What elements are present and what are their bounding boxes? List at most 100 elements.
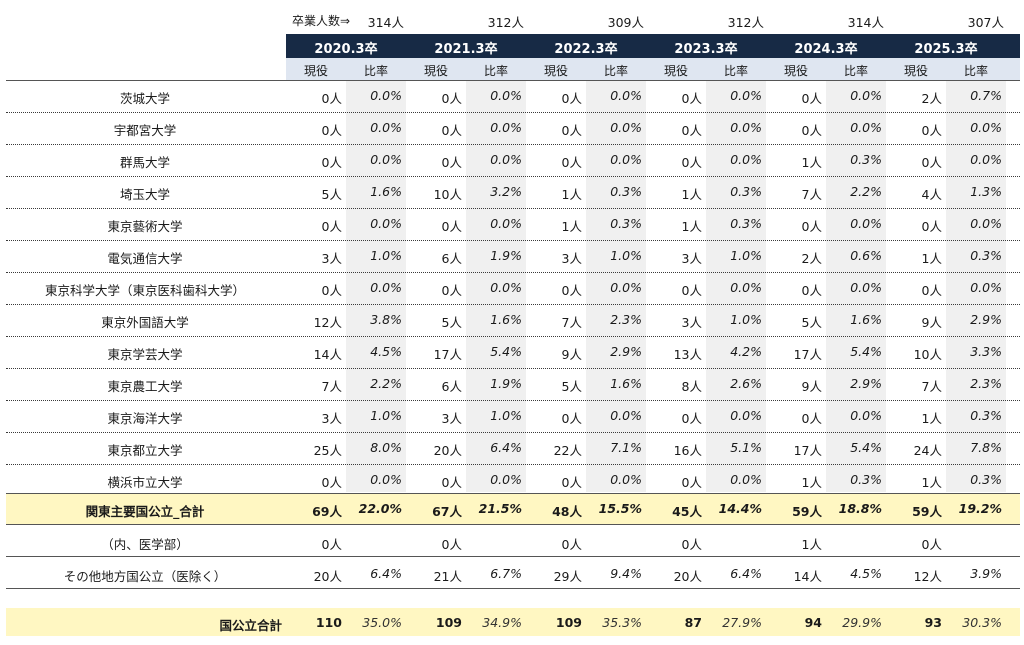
ratio-value: 3.9% (970, 566, 1002, 581)
sub-genyaku: 現役 (543, 64, 568, 78)
sub-ratio: 比率 (723, 64, 748, 78)
count-value: 6人 (441, 379, 462, 394)
count-value: 25人 (313, 443, 342, 458)
count-value: 0人 (441, 155, 462, 170)
ratio-value: 0.0% (730, 280, 762, 295)
grad-count-label: 卒業人数⇒ (291, 14, 350, 28)
ratio-value: 0.3% (970, 472, 1002, 487)
count-value: 20人 (673, 569, 702, 584)
count-value: 12人 (913, 569, 942, 584)
ratio-value: 0.0% (610, 408, 642, 423)
ratio-value: 2.9% (970, 312, 1002, 327)
grad-count: 312人 (727, 15, 764, 30)
total-count: 109 (435, 615, 462, 630)
count-value: 1人 (921, 411, 942, 426)
university-name: 東京農工大学 (107, 379, 183, 394)
ratio-value: 6.4% (490, 440, 522, 455)
ratio-value: 1.6% (370, 184, 402, 199)
ratio-value: 0.0% (370, 216, 402, 231)
year-header: 2022.3卒 (554, 42, 618, 57)
count-value: 0人 (921, 219, 942, 234)
count-value: 0人 (441, 537, 462, 552)
grad-count: 314人 (847, 15, 884, 30)
count-value: 1人 (801, 155, 822, 170)
count-value: 0人 (321, 283, 342, 298)
count-value: 0人 (321, 155, 342, 170)
subheader-band (286, 58, 1020, 80)
ratio-value: 4.5% (370, 344, 402, 359)
count-value: 7人 (921, 379, 942, 394)
count-value: 69人 (312, 504, 342, 519)
count-value: 0人 (321, 91, 342, 106)
count-value: 48人 (552, 504, 582, 519)
ratio-value: 3.2% (490, 184, 522, 199)
count-value: 0人 (801, 91, 822, 106)
ratio-value: 0.0% (610, 88, 642, 103)
ratio-value: 0.0% (490, 472, 522, 487)
ratio-value: 0.3% (850, 472, 882, 487)
count-value: 1人 (801, 475, 822, 490)
count-value: 17人 (793, 443, 822, 458)
ratio-value: 0.0% (970, 216, 1002, 231)
ratio-value: 0.0% (730, 152, 762, 167)
count-value: 0人 (681, 123, 702, 138)
ratio-value: 0.3% (970, 248, 1002, 263)
ratio-value: 6.7% (490, 566, 522, 581)
row-divider (6, 144, 1020, 145)
year-header: 2025.3卒 (914, 42, 978, 57)
ratio-value: 2.9% (610, 344, 642, 359)
ratio-value: 9.4% (610, 566, 642, 581)
ratio-value: 0.0% (850, 216, 882, 231)
ratio-value: 21.5% (478, 501, 522, 516)
count-value: 59人 (912, 504, 942, 519)
ratio-value: 8.0% (370, 440, 402, 455)
ratio-value: 0.3% (730, 216, 762, 231)
count-value: 67人 (432, 504, 462, 519)
row-divider (6, 112, 1020, 113)
total-count: 93 (924, 615, 942, 630)
ratio-value: 0.0% (490, 280, 522, 295)
ratio-value: 2.2% (370, 376, 402, 391)
count-value: 1人 (921, 475, 942, 490)
ratio-value: 1.6% (610, 376, 642, 391)
count-value: 14人 (793, 569, 822, 584)
count-value: 0人 (441, 91, 462, 106)
subtotal-label: 関東主要国公立_合計 (85, 504, 205, 519)
count-value: 3人 (681, 251, 702, 266)
sub-genyaku: 現役 (663, 64, 688, 78)
ratio-value: 0.0% (490, 152, 522, 167)
row-divider (6, 432, 1020, 433)
ratio-value: 0.0% (730, 120, 762, 135)
ratio-value: 2.6% (730, 376, 762, 391)
ratio-value: 1.0% (730, 312, 762, 327)
count-value: 24人 (913, 443, 942, 458)
grad-count: 309人 (607, 15, 644, 30)
count-value: 0人 (801, 123, 822, 138)
count-value: 3人 (681, 315, 702, 330)
count-value: 0人 (561, 91, 582, 106)
total-ratio: 35.3% (602, 615, 642, 630)
count-value: 0人 (681, 283, 702, 298)
university-name: 宇都宮大学 (113, 123, 177, 138)
ratio-value: 1.9% (490, 376, 522, 391)
ratio-value: 1.6% (850, 312, 882, 327)
ratio-value: 2.3% (970, 376, 1002, 391)
count-value: 3人 (321, 411, 342, 426)
count-value: 0人 (801, 283, 822, 298)
grad-count: 312人 (487, 15, 524, 30)
university-name: 東京学芸大学 (107, 347, 183, 362)
count-value: 0人 (681, 155, 702, 170)
ratio-value: 0.0% (370, 280, 402, 295)
grad-count: 314人 (367, 15, 404, 30)
ratio-value: 0.7% (970, 88, 1002, 103)
ratio-value: 7.8% (970, 440, 1002, 455)
total-count: 87 (684, 615, 702, 630)
count-value: 9人 (921, 315, 942, 330)
count-value: 5人 (801, 315, 822, 330)
header-rule (6, 80, 1020, 81)
count-value: 17人 (793, 347, 822, 362)
ratio-value: 0.0% (370, 88, 402, 103)
ratio-value: 0.0% (370, 152, 402, 167)
ratio-value: 0.0% (490, 88, 522, 103)
ratio-value: 1.0% (730, 248, 762, 263)
